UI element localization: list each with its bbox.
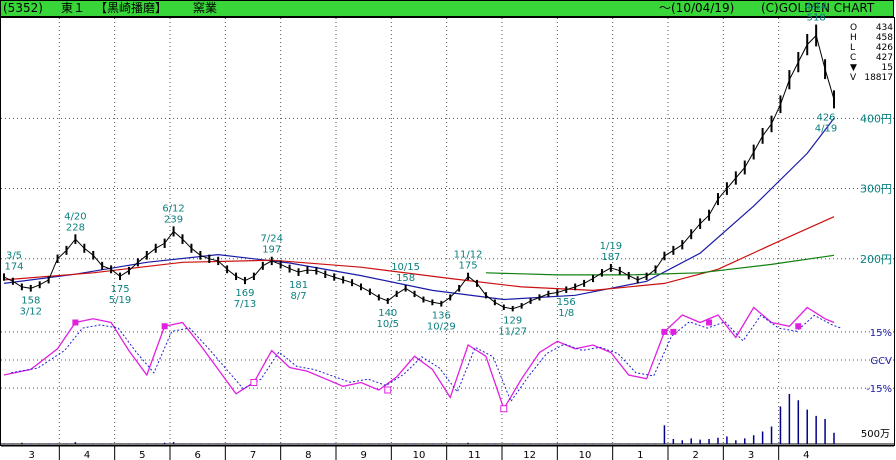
annotation-label: 136 xyxy=(432,311,451,322)
info-value: 426 xyxy=(876,43,893,53)
annotation-label: 11/12 xyxy=(454,250,483,261)
annotation-label: 3/5 xyxy=(6,250,22,261)
info-label: ▼ xyxy=(850,63,857,73)
x-tick-label: 6 xyxy=(194,450,200,460)
x-tick-label: 10 xyxy=(579,450,592,460)
market-label: 東１ xyxy=(61,1,86,15)
annotation-label: 239 xyxy=(164,214,183,225)
info-label: L xyxy=(850,43,855,53)
x-tick-label: 1 xyxy=(637,450,643,460)
x-tick-label: 12 xyxy=(523,450,536,460)
x-tick-label: 7 xyxy=(250,450,256,460)
company-name: 【黒崎播磨】 xyxy=(95,1,168,15)
annotation-label: 6/12 xyxy=(162,203,184,214)
annotation-label: 129 xyxy=(503,315,522,326)
annotation-label: 7/13 xyxy=(234,299,256,310)
price-tick-label: 300円 xyxy=(860,183,892,196)
annotation-label: 140 xyxy=(378,308,397,319)
osc-marker-buy xyxy=(670,328,677,335)
annotation-label: 187 xyxy=(601,252,620,263)
x-tick-label: 4 xyxy=(803,450,809,460)
annotation-label: 169 xyxy=(235,288,254,299)
price-tick-label: 200円 xyxy=(860,253,892,266)
annotation-label: 5/19 xyxy=(109,295,131,306)
osc-marker-sell xyxy=(250,379,258,386)
osc-marker-buy xyxy=(661,328,668,335)
sector-label: 窯業 xyxy=(193,1,218,15)
ma-line-long xyxy=(485,254,835,276)
info-label: C xyxy=(850,53,856,63)
x-tick-label: 5 xyxy=(139,450,145,460)
info-value: 18817 xyxy=(864,73,893,83)
osc-marker-buy xyxy=(795,323,802,330)
x-tick-label: 9 xyxy=(360,450,366,460)
annotation-label: 4/14 xyxy=(805,2,827,13)
osc-tick-label: 15% xyxy=(870,328,892,339)
annotation-label: 4/20 xyxy=(64,211,86,222)
annotation-label: 228 xyxy=(66,222,85,233)
x-tick-label: 4 xyxy=(84,450,90,460)
info-label: V xyxy=(850,73,857,83)
annotation-label: 11/27 xyxy=(498,326,527,337)
date-range: ～(10/04/19) xyxy=(659,1,735,15)
annotation-label: 426 xyxy=(816,112,835,123)
info-value: 427 xyxy=(876,53,893,63)
annotation-label: 158 xyxy=(396,273,415,284)
x-tick-label: 3 xyxy=(748,450,754,460)
osc-marker-sell xyxy=(500,405,508,413)
osc-tick-label: GCV xyxy=(870,356,892,367)
annotation-label: 175 xyxy=(459,261,478,272)
x-tick-label: 3 xyxy=(28,450,34,460)
plot-frame xyxy=(0,17,895,446)
price-tick-label: 400円 xyxy=(860,112,892,125)
stock-code: (5352) xyxy=(3,1,43,15)
info-label: O xyxy=(850,23,857,33)
osc-tick-label: -15% xyxy=(866,384,892,395)
ma-line-mid xyxy=(3,216,835,292)
info-value: 434 xyxy=(876,23,893,33)
annotation-label: 10/5 xyxy=(377,319,399,330)
osc-marker-buy xyxy=(161,323,168,330)
annotation-label: 4/19 xyxy=(815,123,837,134)
osc-signal-line xyxy=(11,314,842,403)
price-line xyxy=(3,34,835,310)
info-label: H xyxy=(850,33,857,43)
annotation-label: 10/15 xyxy=(391,262,420,273)
annotation-label: 175 xyxy=(110,284,129,295)
annotation-label: 3/12 xyxy=(20,307,42,318)
osc-marker-buy xyxy=(706,319,713,326)
ma-line-short xyxy=(3,117,835,301)
annotation-label: 8/7 xyxy=(290,291,306,302)
annotation-label: 174 xyxy=(4,261,23,272)
annotation-label: 518 xyxy=(807,13,826,24)
volume-unit-label: 500万 xyxy=(861,429,890,440)
x-tick-label: 2 xyxy=(692,450,698,460)
annotation-label: 7/24 xyxy=(261,234,283,245)
annotation-label: 181 xyxy=(289,280,308,291)
x-tick-label: 10 xyxy=(413,450,426,460)
annotation-label: 158 xyxy=(21,296,40,307)
osc-marker-buy xyxy=(72,319,79,326)
chart-header: (5352) 東１ 【黒崎播磨】 窯業 ～(10/04/19) (C)GOLDE… xyxy=(0,0,894,17)
x-tick-label: 8 xyxy=(305,450,311,460)
annotation-label: 10/29 xyxy=(427,322,456,333)
annotation-label: 156 xyxy=(557,297,576,308)
x-tick-label: 11 xyxy=(468,450,481,460)
osc-marker-sell xyxy=(384,386,392,394)
brand-label: (C)GOLDEN CHART xyxy=(761,1,875,15)
annotation-label: 1/8 xyxy=(558,308,574,319)
annotation-label: 197 xyxy=(262,245,281,256)
info-value: 15 xyxy=(882,63,893,73)
info-value: 458 xyxy=(876,33,893,43)
annotation-label: 1/19 xyxy=(600,241,622,252)
